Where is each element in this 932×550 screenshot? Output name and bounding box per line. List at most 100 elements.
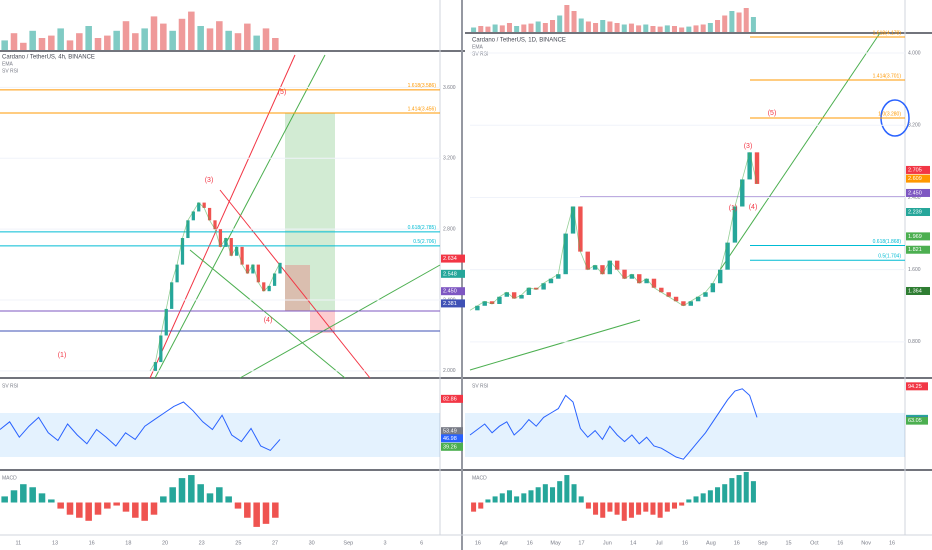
- y-tick-label: 4.000: [908, 50, 921, 56]
- wave-label: (1): [58, 352, 67, 359]
- candle: [251, 264, 255, 274]
- volume-bar: [244, 23, 251, 50]
- y-tick-label: 1.600: [908, 267, 921, 273]
- price-tag-label: 2.381: [443, 301, 457, 307]
- volume-bar: [216, 21, 223, 50]
- macd-bar: [535, 487, 541, 503]
- candle: [213, 220, 217, 230]
- volume-bar: [535, 21, 541, 32]
- volume-bar: [542, 23, 548, 32]
- macd-bar: [600, 502, 606, 518]
- volume-bar: [600, 20, 606, 32]
- candle: [504, 292, 510, 297]
- volume-bar: [607, 21, 613, 32]
- candle: [489, 301, 495, 304]
- volume-bar: [94, 38, 102, 50]
- x-tick-label: Jul: [656, 540, 663, 546]
- candle: [229, 238, 233, 256]
- candle: [197, 202, 201, 212]
- candle: [600, 265, 605, 275]
- volume-bar: [686, 26, 692, 32]
- macd-bar: [715, 487, 721, 503]
- rsi-tag: [906, 416, 928, 425]
- candle: [688, 301, 693, 306]
- volume-bar: [700, 24, 706, 32]
- y-tick-label: 2.800: [443, 227, 456, 233]
- candle: [519, 294, 524, 299]
- candle: [272, 273, 277, 286]
- candle: [585, 251, 590, 270]
- volume-bar: [743, 8, 749, 32]
- candle: [170, 282, 174, 309]
- fib-label: 1.618(4.178): [873, 30, 902, 36]
- volume-bar: [722, 15, 728, 32]
- macd-bar: [216, 487, 223, 503]
- x-tick-label: 20: [162, 540, 168, 546]
- macd-bar: [657, 502, 663, 518]
- volume-bar: [10, 33, 18, 50]
- candle: [644, 278, 649, 284]
- volume-bar: [750, 17, 756, 32]
- price-tag-label: 2.634: [443, 256, 457, 262]
- macd-bar: [514, 496, 520, 503]
- volume-bar: [178, 18, 186, 50]
- macd-bar: [542, 484, 548, 503]
- volume-bar: [150, 16, 158, 50]
- macd-bar: [521, 493, 527, 503]
- wave-label: (3): [205, 177, 214, 184]
- price-tag: [906, 245, 930, 254]
- volume-bar: [614, 23, 620, 32]
- stop-zone: [285, 265, 310, 311]
- candle: [245, 264, 250, 274]
- candle: [681, 301, 686, 306]
- candle: [614, 260, 620, 270]
- wave-label: (5): [278, 89, 287, 96]
- macd-bar: [48, 499, 55, 503]
- volume-bar: [85, 26, 92, 50]
- candle: [666, 292, 671, 297]
- volume-bar: [57, 28, 64, 50]
- macd-bar: [485, 499, 491, 503]
- macd-bar: [578, 496, 584, 503]
- macd-bar: [150, 502, 158, 515]
- price-tag: [441, 269, 465, 278]
- macd-bar: [499, 493, 505, 503]
- x-tick-label: Aug: [706, 540, 716, 546]
- volume-bar: [636, 25, 642, 32]
- candle: [541, 283, 546, 290]
- macd-title: MACD: [472, 475, 487, 481]
- macd-bar: [557, 481, 563, 503]
- y-tick-label: 2.000: [443, 368, 456, 374]
- x-tick-label: 16: [475, 540, 481, 546]
- trend-line: [219, 189, 371, 379]
- wave-label: (4): [264, 317, 273, 324]
- volume-bar: [272, 38, 279, 50]
- candle: [534, 287, 539, 290]
- price-tag: [906, 165, 930, 174]
- macd-bar: [122, 502, 130, 512]
- volume-bar: [729, 11, 735, 32]
- x-tick-label: Sep: [758, 540, 768, 546]
- candle: [278, 262, 282, 274]
- volume-bar: [664, 25, 670, 32]
- x-tick-label: 3: [383, 540, 386, 546]
- macd-bar: [253, 502, 260, 527]
- macd-bar: [76, 502, 83, 518]
- candle: [556, 274, 561, 279]
- candle: [695, 296, 701, 302]
- candle: [256, 264, 260, 283]
- volume-bar: [650, 26, 656, 32]
- volume-bar: [485, 26, 491, 32]
- macd-bar: [700, 493, 706, 503]
- x-tick-label: 13: [52, 540, 58, 546]
- macd-bar: [471, 502, 477, 512]
- rsi-tag-label: 63.05: [908, 418, 922, 424]
- x-tick-label: 17: [578, 540, 584, 546]
- macd-bar: [686, 499, 692, 503]
- indicator-label: SV RSI: [2, 68, 18, 74]
- indicator-label: EMA: [2, 61, 14, 67]
- candle: [629, 274, 635, 279]
- volume-bar: [550, 20, 556, 32]
- trend-line: [189, 249, 346, 379]
- volume-bar: [628, 23, 634, 32]
